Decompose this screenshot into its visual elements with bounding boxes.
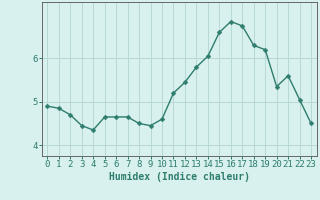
X-axis label: Humidex (Indice chaleur): Humidex (Indice chaleur) — [109, 172, 250, 182]
